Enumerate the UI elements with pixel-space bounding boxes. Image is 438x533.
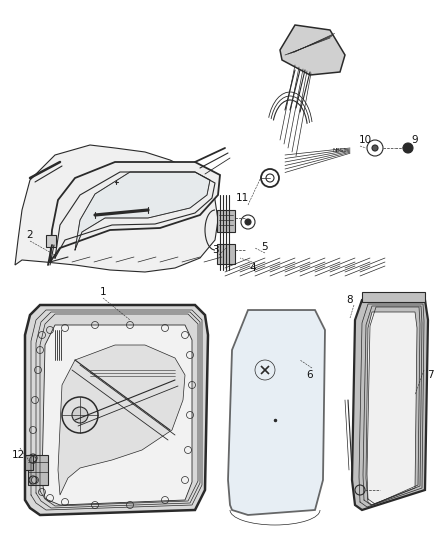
Circle shape (72, 407, 88, 423)
Text: 8: 8 (347, 295, 353, 305)
Text: 5: 5 (261, 242, 268, 252)
Polygon shape (42, 325, 192, 505)
Text: 6: 6 (307, 370, 313, 380)
Bar (28, 455, 48, 485)
Polygon shape (25, 305, 208, 515)
Text: 1: 1 (100, 287, 106, 297)
Circle shape (245, 219, 251, 225)
Circle shape (62, 397, 98, 433)
Polygon shape (50, 162, 220, 262)
Polygon shape (228, 310, 325, 515)
Text: 7: 7 (427, 370, 433, 380)
Polygon shape (58, 345, 185, 495)
Polygon shape (366, 312, 417, 505)
Text: 12: 12 (11, 450, 25, 460)
Polygon shape (15, 145, 218, 272)
Polygon shape (352, 300, 428, 510)
Text: 3: 3 (212, 245, 218, 255)
Bar (217, 244, 235, 264)
Text: 9: 9 (412, 135, 418, 145)
Polygon shape (280, 25, 345, 75)
Text: 11: 11 (235, 193, 249, 203)
Bar (25, 455, 33, 470)
Bar (46, 235, 56, 247)
Text: 10: 10 (358, 135, 371, 145)
Circle shape (403, 143, 413, 153)
Bar (217, 210, 235, 232)
Polygon shape (75, 172, 210, 250)
Text: 4: 4 (250, 263, 256, 273)
Text: NBS1: NBS1 (333, 148, 347, 152)
Text: 2: 2 (27, 230, 33, 240)
Circle shape (372, 145, 378, 151)
Bar (362, 292, 425, 302)
